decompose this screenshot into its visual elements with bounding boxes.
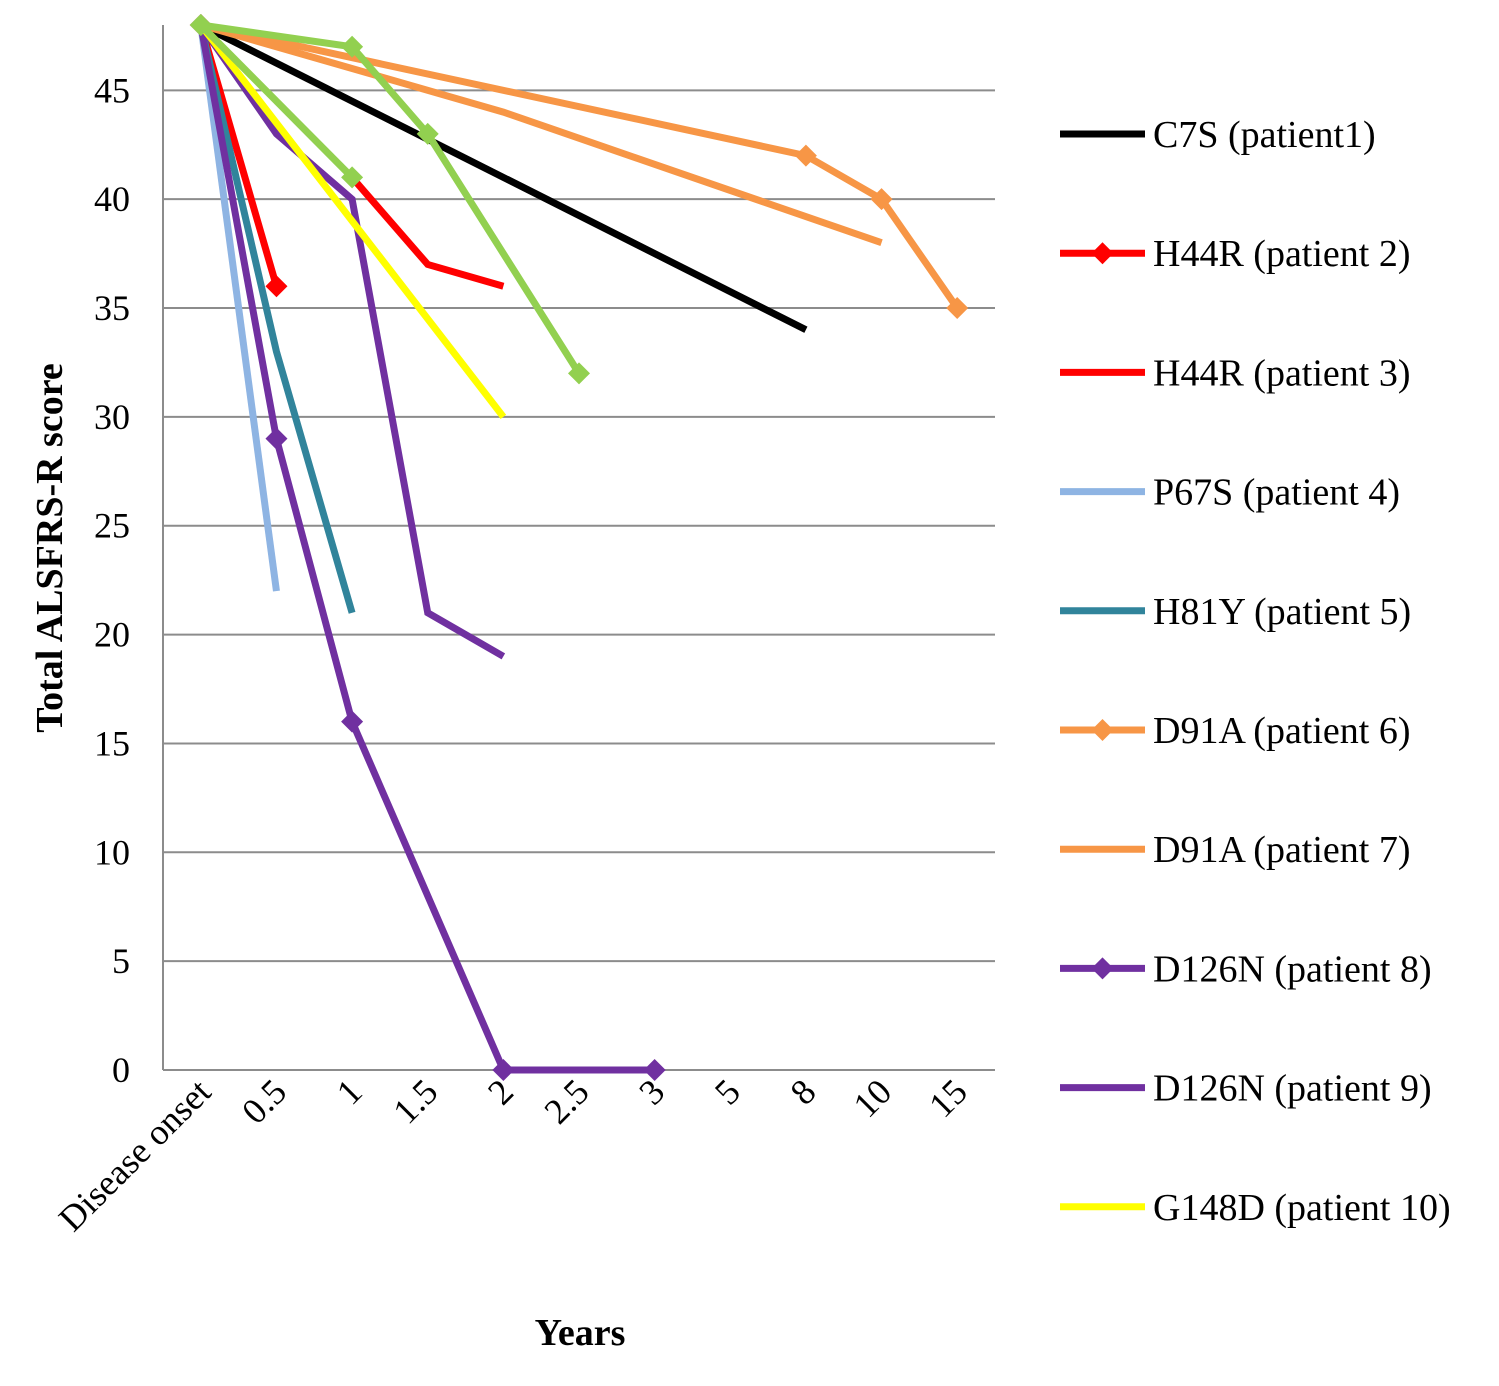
x-tick-label: 10 [845, 1071, 899, 1125]
data-point-marker [189, 14, 212, 36]
legend-label: H81Y (patient 5) [1153, 591, 1411, 633]
y-tick-label: 20 [94, 615, 130, 655]
series-line [200, 21, 961, 311]
series-lines [189, 14, 969, 1081]
legend-item: P67S (patient 4) [1060, 472, 1400, 514]
legend-marker [1091, 242, 1114, 265]
legend-item: G148D (patient 10) [1060, 1187, 1451, 1229]
series-line [197, 24, 280, 592]
series-5 [197, 24, 356, 614]
x-tick-label: 1.5 [385, 1071, 445, 1131]
data-point-marker [870, 188, 893, 211]
series-line [198, 22, 355, 180]
series-line [197, 23, 506, 660]
data-point-marker [341, 710, 364, 733]
y-tick-label: 30 [94, 397, 130, 437]
legend-item: D91A (patient 6) [1060, 710, 1411, 752]
series-1 [199, 21, 808, 333]
legend-label: C7S (patient1) [1153, 114, 1376, 156]
series-9 [197, 23, 506, 660]
y-axis-title: Total ALSFRS-R score [29, 363, 71, 732]
legend-label: D91A (patient 6) [1153, 710, 1411, 752]
series-7 [199, 21, 883, 247]
x-tick-label: 2.5 [537, 1071, 597, 1131]
y-tick-label: 35 [94, 288, 130, 328]
y-tick-label: 45 [94, 70, 130, 110]
gridlines [163, 89, 995, 963]
y-tick-labels: 0 5 10 15 20 25 30 35 40 45 [94, 70, 130, 1090]
y-tick-label: 40 [94, 179, 130, 219]
y-tick-label: 10 [94, 832, 130, 872]
series-line [197, 24, 356, 614]
legend-item: H81Y (patient 5) [1060, 591, 1411, 633]
series-line [199, 21, 808, 333]
data-point-marker [568, 362, 590, 385]
series-line [200, 21, 582, 376]
data-point-marker [341, 35, 364, 58]
data-point-marker [946, 297, 969, 320]
legend-item: H44R (patient 3) [1060, 352, 1411, 394]
x-axis-title: Years [535, 1312, 626, 1354]
data-point-marker [341, 166, 364, 189]
data-point-marker [416, 122, 439, 145]
legend-label: D126N (patient 8) [1153, 948, 1432, 990]
legend-item: D126N (patient 9) [1060, 1068, 1432, 1110]
y-tick-label: 5 [112, 941, 130, 981]
series-3 [349, 175, 505, 290]
series-12 [189, 14, 364, 189]
series-line [199, 21, 883, 247]
series-4 [197, 24, 280, 592]
x-tick-labels: Disease onset 0.5 1 1.5 2 2.5 3 5 8 10 15 [51, 1071, 975, 1239]
legend-item: H44R (patient 2) [1060, 233, 1411, 275]
legend-label: H44R (patient 2) [1153, 233, 1411, 275]
legend-marker [1091, 719, 1114, 741]
x-tick-label: 8 [783, 1071, 824, 1112]
series-line [198, 22, 507, 420]
legend: C7S (patient1) H44R (patient 2) H44R (pati… [1060, 114, 1451, 1229]
legend-label: P67S (patient 4) [1153, 472, 1400, 514]
axes [162, 25, 995, 1071]
data-point-marker [492, 1059, 515, 1081]
legend-item: D91A (patient 7) [1060, 829, 1411, 871]
legend-marker [1091, 957, 1114, 980]
x-tick-label: 5 [707, 1071, 748, 1112]
series-line [349, 175, 505, 290]
legend-label: G148D (patient 10) [1153, 1187, 1451, 1229]
legend-label: D91A (patient 7) [1153, 829, 1411, 871]
data-point-marker [265, 275, 288, 298]
series-10 [198, 22, 507, 420]
x-tick-label: 1 [329, 1071, 370, 1112]
legend-label: H44R (patient 3) [1153, 352, 1411, 394]
legend-item: C7S (patient1) [1060, 114, 1376, 156]
x-tick-label: Disease onset [51, 1071, 219, 1239]
legend-item: D126N (patient 8) [1060, 948, 1432, 990]
y-tick-label: 25 [94, 506, 130, 546]
x-tick-label: 0.5 [234, 1071, 294, 1131]
series-8 [189, 14, 666, 1081]
x-tick-label: 15 [921, 1071, 975, 1125]
y-tick-label: 15 [94, 723, 130, 763]
data-point-marker [794, 144, 817, 167]
data-point-marker [265, 427, 288, 450]
y-tick-label: 0 [112, 1050, 130, 1090]
data-point-marker [643, 1059, 666, 1081]
legend-label: D126N (patient 9) [1153, 1068, 1432, 1110]
